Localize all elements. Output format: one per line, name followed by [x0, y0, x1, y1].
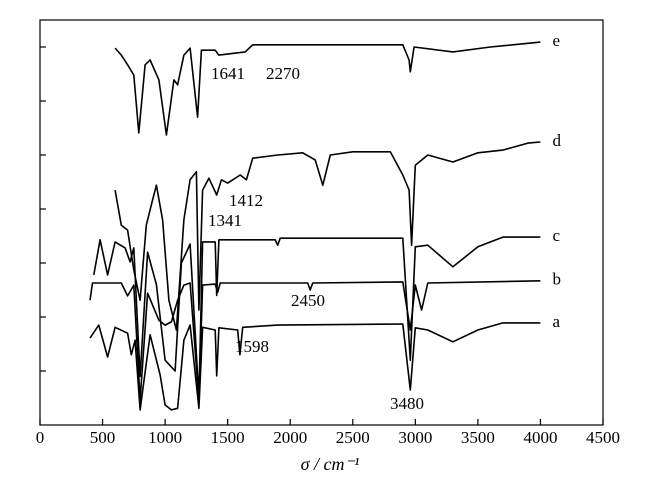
x-tick-label: 2500 [336, 428, 370, 447]
peak-annotation: 1341 [208, 211, 242, 230]
spectrum-line [89, 322, 541, 411]
x-tick-label: 500 [90, 428, 116, 447]
peak-annotation: 1641 [211, 64, 245, 83]
peak-annotation: 3480 [390, 394, 424, 413]
series-label: a [552, 312, 560, 331]
x-tick-label: 3500 [461, 428, 495, 447]
peak-annotation: 1598 [235, 337, 269, 356]
series-label: c [552, 226, 560, 245]
x-tick-label: 1500 [211, 428, 245, 447]
series-label: e [552, 31, 560, 50]
series-label: b [552, 270, 561, 289]
peak-annotation: 1412 [229, 191, 263, 210]
peak-annotation: 2270 [266, 64, 300, 83]
x-tick-label: 4500 [586, 428, 620, 447]
spectrum-line [114, 141, 541, 331]
series-label: d [552, 131, 561, 150]
x-tick-label: 3000 [398, 428, 432, 447]
x-tick-label: 1000 [148, 428, 182, 447]
x-axis-label: σ / cm⁻¹ [301, 454, 360, 474]
x-tick-label: 0 [36, 428, 45, 447]
x-tick-label: 4000 [523, 428, 557, 447]
spectrum-line [93, 236, 541, 399]
plot-frame [39, 19, 604, 426]
spectrum-line [114, 41, 541, 136]
x-tick-label: 2000 [273, 428, 307, 447]
peak-annotation: 2450 [291, 291, 325, 310]
